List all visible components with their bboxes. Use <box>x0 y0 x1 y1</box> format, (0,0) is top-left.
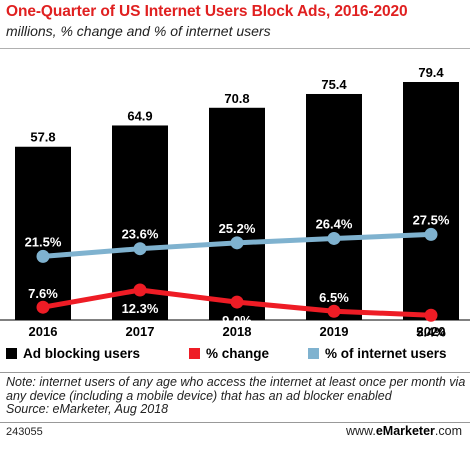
pct-internet-users-point-2016 <box>36 249 50 263</box>
pct-change-label-2019: 6.5% <box>319 290 349 305</box>
legend-item-ad-blocking-users: Ad blocking users <box>6 346 140 361</box>
chart-title: One-Quarter of US Internet Users Block A… <box>6 3 408 20</box>
pct-change-label-2017: 12.3% <box>122 301 159 316</box>
top-divider <box>0 48 470 49</box>
legend-divider <box>0 372 470 373</box>
legend-label-ad-blocking-users: Ad blocking users <box>23 346 141 361</box>
bar-2016 <box>15 146 71 320</box>
pct-internet-users-label-2017: 23.6% <box>122 227 159 242</box>
bar-2020 <box>403 82 459 320</box>
legend-swatch-pct-change <box>189 348 200 359</box>
bar-label-2020: 79.4 <box>418 65 444 80</box>
chart-id: 243055 <box>6 426 43 438</box>
legend-swatch-ad-blocking-users <box>6 348 17 359</box>
pct-internet-users-label-2020: 27.5% <box>413 212 450 227</box>
pct-change-point-2016 <box>36 300 50 314</box>
x-tick-2020: 2020 <box>417 324 446 339</box>
pct-internet-users-label-2018: 25.2% <box>219 221 256 236</box>
pct-internet-users-point-2018 <box>230 236 244 250</box>
pct-change-label-2020: 5.4% <box>416 324 446 339</box>
chart-plot: 57.8 64.9 70.8 75.4 79.4 21.5% 23.6% 25.2% 26.4%… <box>0 65 470 339</box>
legend-label-pct-internet-users: % of internet users <box>325 346 447 361</box>
bar-label-2016: 57.8 <box>30 130 55 145</box>
pct-change-label-2016: 7.6% <box>28 286 58 301</box>
pct-internet-users-point-2019 <box>327 231 341 245</box>
bar-2019 <box>306 93 362 320</box>
chart-subtitle: millions, % change and % of internet use… <box>6 23 271 39</box>
pct-internet-users-point-2020 <box>424 227 438 241</box>
legend-item-pct-change: % change <box>189 346 269 361</box>
brand-name: eMarketer <box>375 424 435 438</box>
pct-change-point-2017 <box>133 283 147 297</box>
chart-notes: Note: internet users of any age who acce… <box>6 375 466 417</box>
source-text: Source: eMarketer, Aug 2018 <box>6 402 169 416</box>
note-text: Note: internet users of any age who acce… <box>6 375 466 403</box>
brand-link[interactable]: www.eMarketer.com <box>346 424 462 438</box>
pct-change-point-2018 <box>230 295 244 309</box>
brand-prefix: www. <box>345 424 376 438</box>
pct-change-point-2020 <box>424 308 438 322</box>
x-tick-2017: 2017 <box>126 324 155 339</box>
legend-swatch-pct-internet-users <box>308 348 319 359</box>
x-tick-2019: 2019 <box>320 324 349 339</box>
footer-divider <box>0 422 470 423</box>
brand-suffix: .com <box>434 424 462 438</box>
bar-label-2019: 75.4 <box>321 77 347 92</box>
x-tick-2018: 2018 <box>223 324 252 339</box>
legend-item-pct-internet-users: % of internet users <box>308 346 447 361</box>
pct-change-label-2018: 9.0% <box>222 313 252 328</box>
bar-label-2017: 64.9 <box>127 108 152 123</box>
pct-internet-users-label-2016: 21.5% <box>25 234 62 249</box>
pct-internet-users-label-2019: 26.4% <box>316 216 353 231</box>
legend-label-pct-change: % change <box>206 346 270 361</box>
pct-internet-users-point-2017 <box>133 242 147 256</box>
bar-2018 <box>209 107 265 320</box>
x-tick-2016: 2016 <box>29 324 58 339</box>
bar-label-2018: 70.8 <box>224 91 249 106</box>
pct-change-point-2019 <box>327 304 341 318</box>
